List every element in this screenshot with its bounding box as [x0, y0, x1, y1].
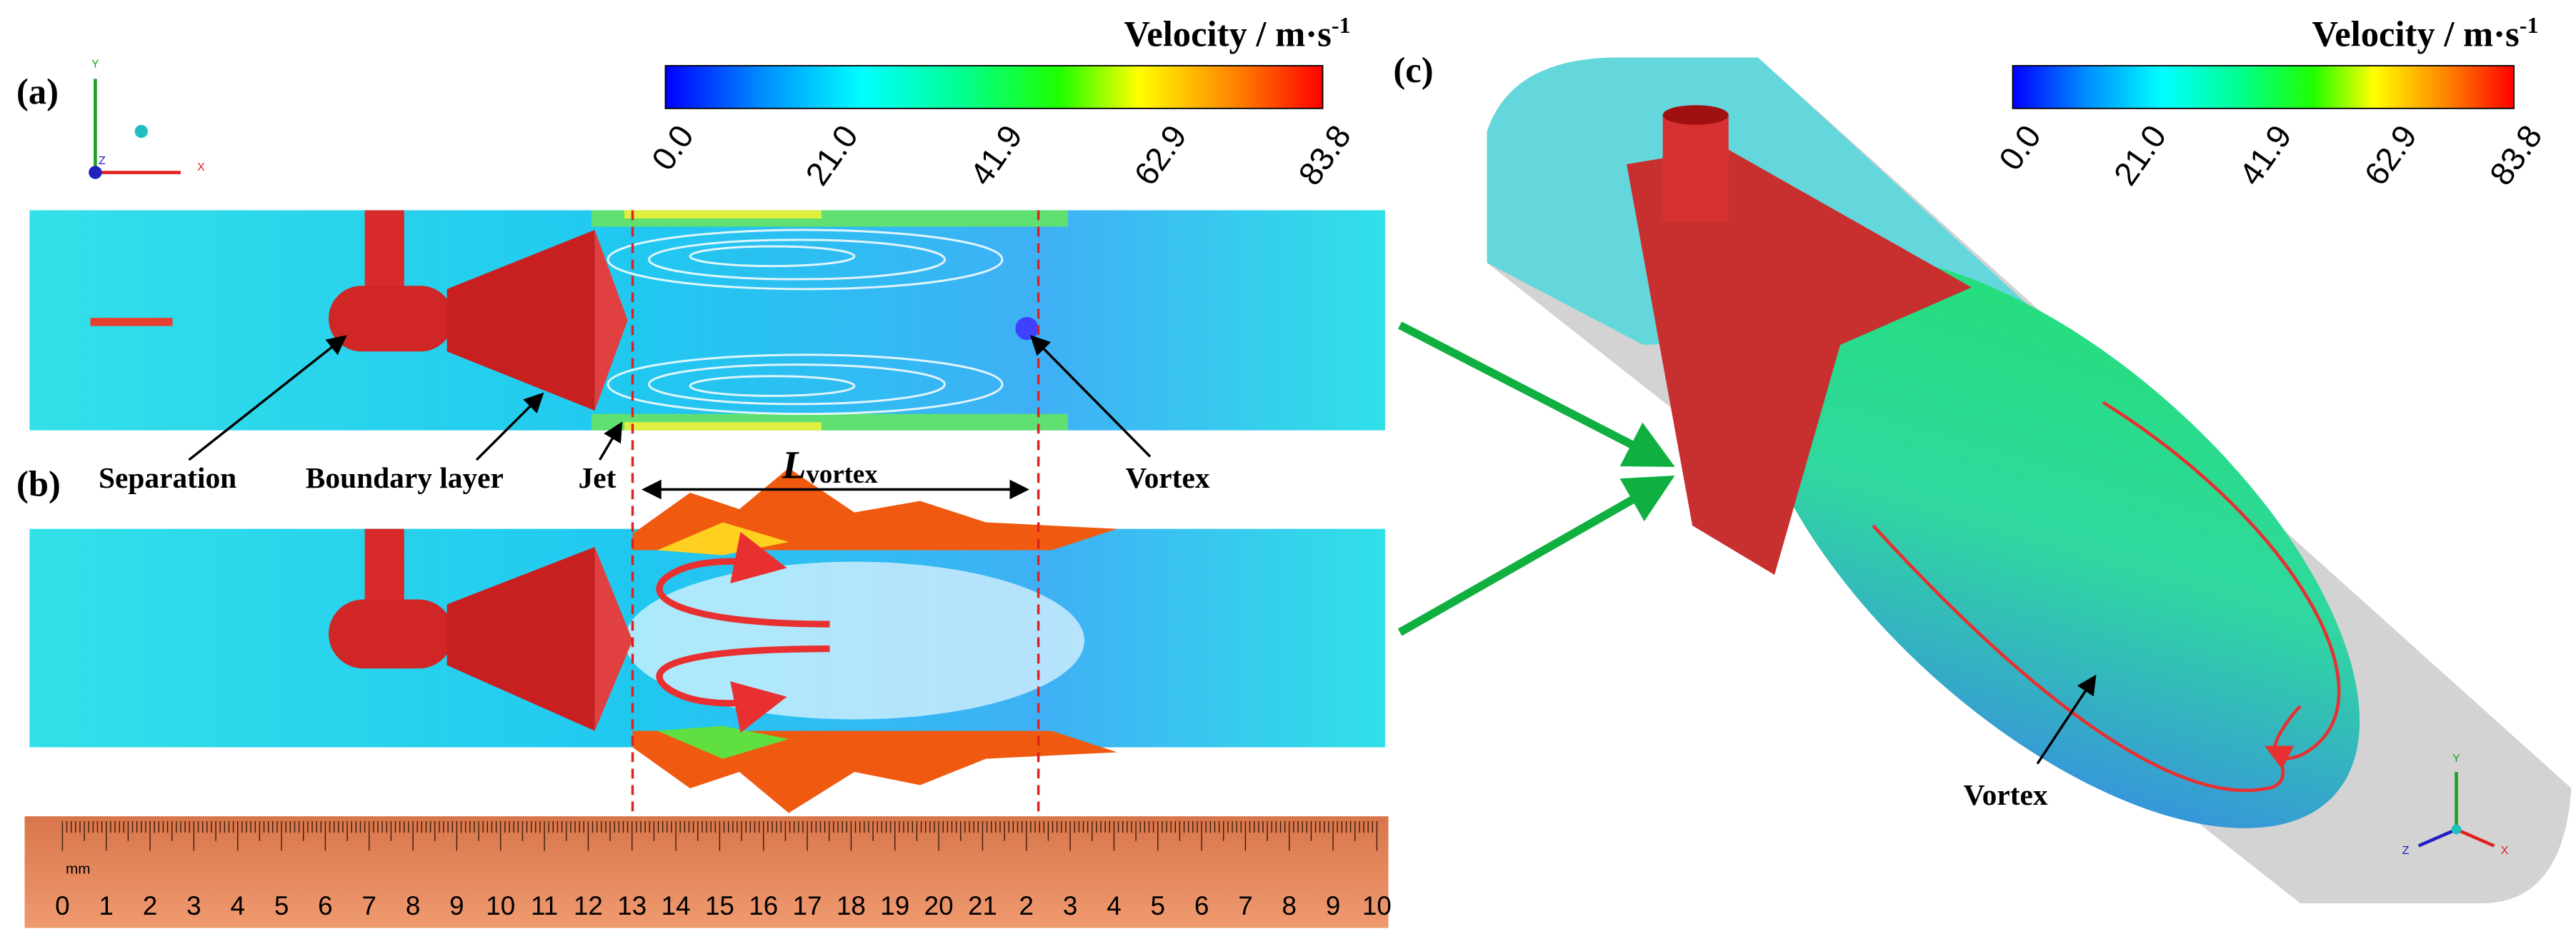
annotation: Vortex	[1126, 461, 1210, 494]
ruler-label: 20	[924, 891, 954, 920]
axis-label: Y	[91, 57, 99, 70]
ruler-label: 3	[1063, 891, 1077, 920]
ruler-label: 6	[1194, 891, 1209, 920]
colorbar-title-text: Velocity / m·s	[1124, 14, 1331, 54]
colorbar-tick-label: 0.0	[644, 118, 701, 176]
axis-label: Z	[2402, 844, 2410, 857]
ruler-label: 17	[793, 891, 822, 920]
colorbar-ticks: 0.0 21.0 41.9 62.9 83.8	[644, 118, 1358, 191]
ruler-label: 13	[617, 891, 647, 920]
colorbar-tick-label: 41.9	[962, 118, 1029, 191]
annotations: Separation Boundary layer Jet Lvortex Vo…	[99, 335, 1210, 500]
colorbar-title-text: Velocity / m·s	[2312, 14, 2519, 54]
ruler-label: 1	[99, 891, 114, 920]
colorbar-ticks: 0.0 21.0 41.9 62.9 83.8	[1992, 118, 2550, 191]
annotation-arrow	[2036, 674, 2097, 765]
ruler-label: 5	[1151, 891, 1165, 920]
ruler-label: 16	[749, 891, 778, 920]
pipe-b	[29, 468, 1385, 813]
axis-label: X	[2501, 844, 2509, 857]
ruler-label: 7	[1238, 891, 1252, 920]
ruler-label: 2	[143, 891, 157, 920]
pipe-3d	[1487, 57, 2572, 904]
ruler-label: 9	[449, 891, 464, 920]
annotation: Jet	[579, 461, 616, 494]
colorbar-tick-label: 41.9	[2232, 118, 2299, 191]
ruler-label: 9	[1326, 891, 1340, 920]
axis-label: X	[197, 161, 205, 174]
axis-label: Y	[2452, 752, 2460, 765]
axis-triad: X Y Z	[89, 57, 205, 179]
colorbar-tick-label: 83.8	[1291, 118, 1358, 191]
colorbar-title: Velocity / m·s-1	[2312, 12, 2538, 54]
annotation-main: L	[782, 443, 807, 486]
axis-triad: X Y Z	[2402, 752, 2509, 857]
ruler-unit: mm	[66, 861, 90, 878]
ruler-label: 6	[318, 891, 332, 920]
ruler-label: 5	[274, 891, 289, 920]
annotation: Separation	[99, 461, 236, 494]
arrow	[1397, 321, 1675, 467]
colorbar-tick-label: 62.9	[2357, 118, 2424, 191]
ruler-label: 14	[662, 891, 691, 920]
colorbar-tick-label: 21.0	[2106, 118, 2173, 191]
ruler-ticks: 0 1 2 3 4 5 6 7 8 9 10 11 12 13 14 15 16 17 18 19 20 21 2 3 4 5 6 7…	[55, 821, 1392, 920]
ruler-label: 21	[968, 891, 997, 920]
colorbar-tick-label: 83.8	[2482, 118, 2550, 191]
annotation: Boundary layer	[306, 461, 504, 494]
colorbar-title-sup: -1	[2520, 12, 2539, 38]
ruler-label: 11	[531, 891, 558, 920]
colorbar-tick-label: 21.0	[798, 118, 865, 191]
ruler-label: 2	[1019, 891, 1034, 920]
colorbar	[664, 65, 1324, 109]
annotation: Lvortex	[782, 443, 878, 488]
panel-label: (a)	[16, 71, 59, 111]
ruler-label: 10	[1362, 891, 1392, 920]
ruler-label: 0	[55, 891, 69, 920]
annotation-sub: vortex	[807, 459, 879, 488]
ruler-label: 4	[231, 891, 245, 920]
ruler-label: 8	[1282, 891, 1297, 920]
arrow	[1397, 475, 1675, 636]
panel-label: (b)	[16, 464, 61, 504]
colorbar-tick-label: 0.0	[1992, 118, 2048, 176]
ruler-label: 19	[880, 891, 909, 920]
colorbar-tick-label: 62.9	[1127, 118, 1194, 191]
panel-label: (c)	[1393, 50, 1433, 90]
ruler	[24, 816, 1389, 928]
ruler-label: 4	[1107, 891, 1121, 920]
ruler-label: 7	[362, 891, 376, 920]
axis-label: Z	[99, 154, 106, 167]
colorbar-title: Velocity / m·s-1	[1124, 12, 1350, 54]
ruler-label: 3	[186, 891, 201, 920]
ruler-label: 15	[705, 891, 734, 920]
ruler-label: 18	[837, 891, 866, 920]
colorbar	[2012, 65, 2515, 109]
ruler-label: 10	[486, 891, 515, 920]
colorbar-title-sup: -1	[1332, 12, 1351, 38]
pipe-a	[29, 210, 1385, 431]
ruler-label: 12	[574, 891, 603, 920]
annotation: Vortex	[1964, 778, 2048, 811]
ruler-label: 8	[406, 891, 420, 920]
